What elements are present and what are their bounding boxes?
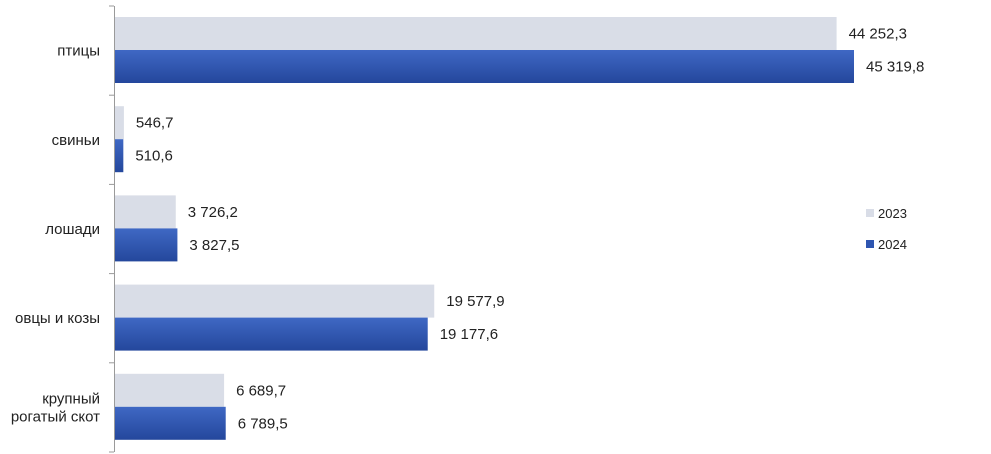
- data-label: 546,7: [136, 115, 174, 132]
- data-label: 3 827,5: [189, 237, 239, 254]
- axis: [109, 5, 115, 453]
- legend-swatch-2023: [866, 209, 874, 217]
- bar-2023: [115, 195, 176, 229]
- bar-2023: [115, 17, 837, 50]
- data-label: 510,6: [135, 148, 173, 165]
- data-label: 6 789,5: [238, 415, 288, 432]
- legend-label: 2024: [878, 237, 907, 252]
- bar-2023: [115, 284, 435, 318]
- bar-2024: [115, 50, 854, 83]
- labels: птицы 44 252,3 45 319,8 свиньи 546,7 510,6 лош…: [11, 26, 925, 433]
- data-label: 19 577,9: [446, 293, 504, 310]
- legend-label: 2023: [878, 206, 907, 221]
- bar-2023: [115, 106, 124, 140]
- bar-2024: [115, 228, 178, 262]
- category-label: овцы и козы: [15, 310, 100, 327]
- bar-2023: [115, 373, 225, 407]
- data-label: 6 689,7: [236, 382, 286, 399]
- legend-swatch-2024: [866, 240, 874, 248]
- bar-2024: [115, 317, 428, 351]
- bars: [115, 17, 854, 440]
- category-label: птицы: [57, 43, 100, 60]
- data-label: 44 252,3: [849, 26, 907, 43]
- data-label: 3 726,2: [188, 204, 238, 221]
- bar-2024: [115, 406, 226, 440]
- bar-2024: [115, 139, 124, 173]
- category-label: лошади: [45, 221, 100, 238]
- data-label: 19 177,6: [440, 326, 498, 343]
- data-label: 45 319,8: [866, 59, 924, 76]
- legend: 2023 2024: [866, 206, 907, 252]
- category-label: свиньи: [52, 132, 100, 149]
- category-label: крупный рогатый скот: [11, 390, 100, 425]
